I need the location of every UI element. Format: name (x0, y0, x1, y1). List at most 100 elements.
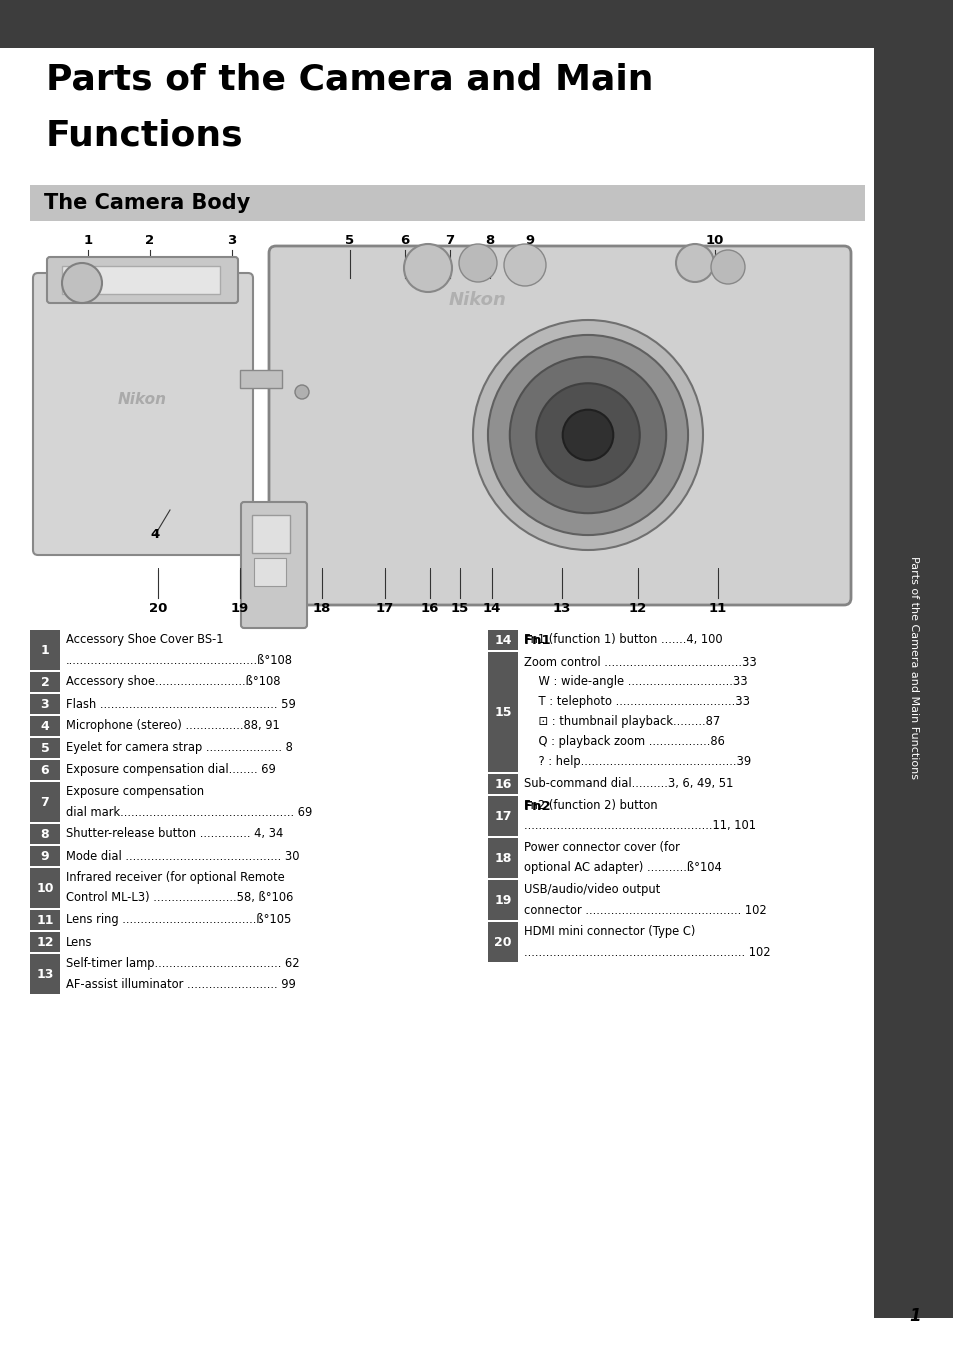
Text: 3: 3 (41, 698, 50, 710)
Text: 8: 8 (485, 234, 494, 246)
Text: ⊡ : thumbnail playback.........87: ⊡ : thumbnail playback.........87 (523, 716, 720, 729)
Bar (488, 880, 517, 920)
Text: optional AC adapter) ...........ß°104: optional AC adapter) ...........ß°104 (523, 862, 721, 874)
Text: Flash ................................................. 59: Flash ..................................… (66, 698, 295, 710)
Text: 12: 12 (628, 601, 646, 615)
Text: 11: 11 (708, 601, 726, 615)
Bar (488, 773, 517, 794)
Text: T : telephoto .................................33: T : telephoto ..........................… (523, 695, 749, 709)
Text: 1: 1 (83, 234, 92, 246)
Bar (30, 629, 60, 670)
Text: 15: 15 (494, 706, 511, 718)
Text: 14: 14 (494, 633, 511, 647)
Text: Accessory shoe.........................ß°108: Accessory shoe.........................ß… (66, 675, 280, 689)
Text: Mode dial ........................................... 30: Mode dial ..............................… (66, 850, 299, 862)
Text: 18: 18 (313, 601, 331, 615)
Text: Lens ring .....................................ß°105: Lens ring ..............................… (66, 913, 291, 927)
Text: W : wide-angle .............................33: W : wide-angle .........................… (523, 675, 747, 689)
Bar (30, 824, 60, 845)
Text: 9: 9 (525, 234, 534, 246)
Bar (30, 716, 60, 736)
Bar (30, 694, 60, 714)
Text: Control ML-L3) .......................58, ß°106: Control ML-L3) .......................58… (66, 892, 294, 904)
Text: Exposure compensation dial........ 69: Exposure compensation dial........ 69 (66, 764, 275, 776)
Text: 9: 9 (41, 850, 50, 862)
Circle shape (487, 335, 687, 535)
Text: 11: 11 (36, 913, 53, 927)
Text: 16: 16 (494, 777, 511, 791)
Text: 18: 18 (494, 851, 511, 865)
Text: Exposure compensation: Exposure compensation (66, 785, 204, 799)
FancyBboxPatch shape (241, 502, 307, 628)
Text: connector ........................................... 102: connector ..............................… (523, 904, 766, 916)
Text: 13: 13 (552, 601, 571, 615)
Text: Parts of the Camera and Main Functions: Parts of the Camera and Main Functions (908, 557, 918, 780)
Bar (30, 954, 60, 994)
Text: Nikon: Nikon (117, 393, 167, 408)
Text: ? : help...........................................39: ? : help................................… (523, 756, 750, 768)
Text: Lens: Lens (66, 936, 92, 948)
Text: 5: 5 (345, 234, 355, 246)
Text: 2: 2 (145, 234, 154, 246)
Text: 16: 16 (420, 601, 438, 615)
Bar (488, 923, 517, 962)
FancyBboxPatch shape (47, 257, 237, 303)
Bar (253, 558, 286, 586)
Text: 2: 2 (41, 675, 50, 689)
Bar (488, 652, 517, 772)
Circle shape (403, 243, 452, 292)
Text: 14: 14 (482, 601, 500, 615)
Circle shape (473, 320, 702, 550)
Bar (30, 760, 60, 780)
Text: Parts of the Camera and Main: Parts of the Camera and Main (46, 62, 653, 95)
Text: USB/audio/video output: USB/audio/video output (523, 884, 659, 897)
Circle shape (562, 410, 613, 460)
Text: Eyelet for camera strap ..................... 8: Eyelet for camera strap ................… (66, 741, 293, 755)
Bar (62, 266, 220, 295)
Text: 7: 7 (445, 234, 454, 246)
Text: 20: 20 (494, 936, 511, 948)
Text: Infrared receiver (for optional Remote: Infrared receiver (for optional Remote (66, 872, 284, 885)
Circle shape (509, 356, 665, 514)
Text: 3: 3 (227, 234, 236, 246)
Text: ....................................................11, 101: ........................................… (523, 819, 755, 833)
Text: Fn1: Fn1 (523, 633, 551, 647)
Bar (30, 738, 60, 759)
Bar (30, 186, 864, 221)
Text: 19: 19 (231, 601, 249, 615)
Bar (30, 672, 60, 691)
Bar (30, 846, 60, 866)
Text: 5: 5 (41, 741, 50, 755)
Text: 17: 17 (494, 810, 511, 823)
Bar (873, 48, 953, 1318)
Text: 19: 19 (494, 893, 511, 907)
Circle shape (294, 385, 309, 399)
Text: Power connector cover (for: Power connector cover (for (523, 842, 679, 854)
Circle shape (458, 243, 497, 282)
Circle shape (536, 383, 639, 487)
FancyBboxPatch shape (33, 273, 253, 555)
Bar (30, 911, 60, 929)
Text: HDMI mini connector (Type C): HDMI mini connector (Type C) (523, 925, 695, 939)
Circle shape (62, 264, 102, 303)
Bar (488, 629, 517, 650)
Bar (252, 515, 290, 553)
Bar (30, 868, 60, 908)
Text: 1: 1 (908, 1307, 920, 1325)
Text: dial mark................................................ 69: dial mark...............................… (66, 806, 312, 819)
Text: Q : playback zoom .................86: Q : playback zoom .................86 (523, 736, 724, 749)
FancyBboxPatch shape (269, 246, 850, 605)
Text: 6: 6 (41, 764, 50, 776)
Text: Fn1 (function 1) button .......4, 100: Fn1 (function 1) button .......4, 100 (523, 633, 721, 647)
Text: Nikon: Nikon (449, 291, 506, 309)
Text: Fn2: Fn2 (523, 799, 551, 812)
Text: 4: 4 (151, 529, 159, 542)
Text: 1: 1 (41, 643, 50, 656)
Text: 10: 10 (36, 881, 53, 894)
Bar (240, 370, 282, 387)
Text: 17: 17 (375, 601, 394, 615)
Text: Self-timer lamp................................... 62: Self-timer lamp.........................… (66, 958, 299, 971)
Text: Shutter-release button .............. 4, 34: Shutter-release button .............. 4,… (66, 827, 283, 841)
Text: The Camera Body: The Camera Body (44, 192, 250, 213)
Text: 6: 6 (400, 234, 409, 246)
